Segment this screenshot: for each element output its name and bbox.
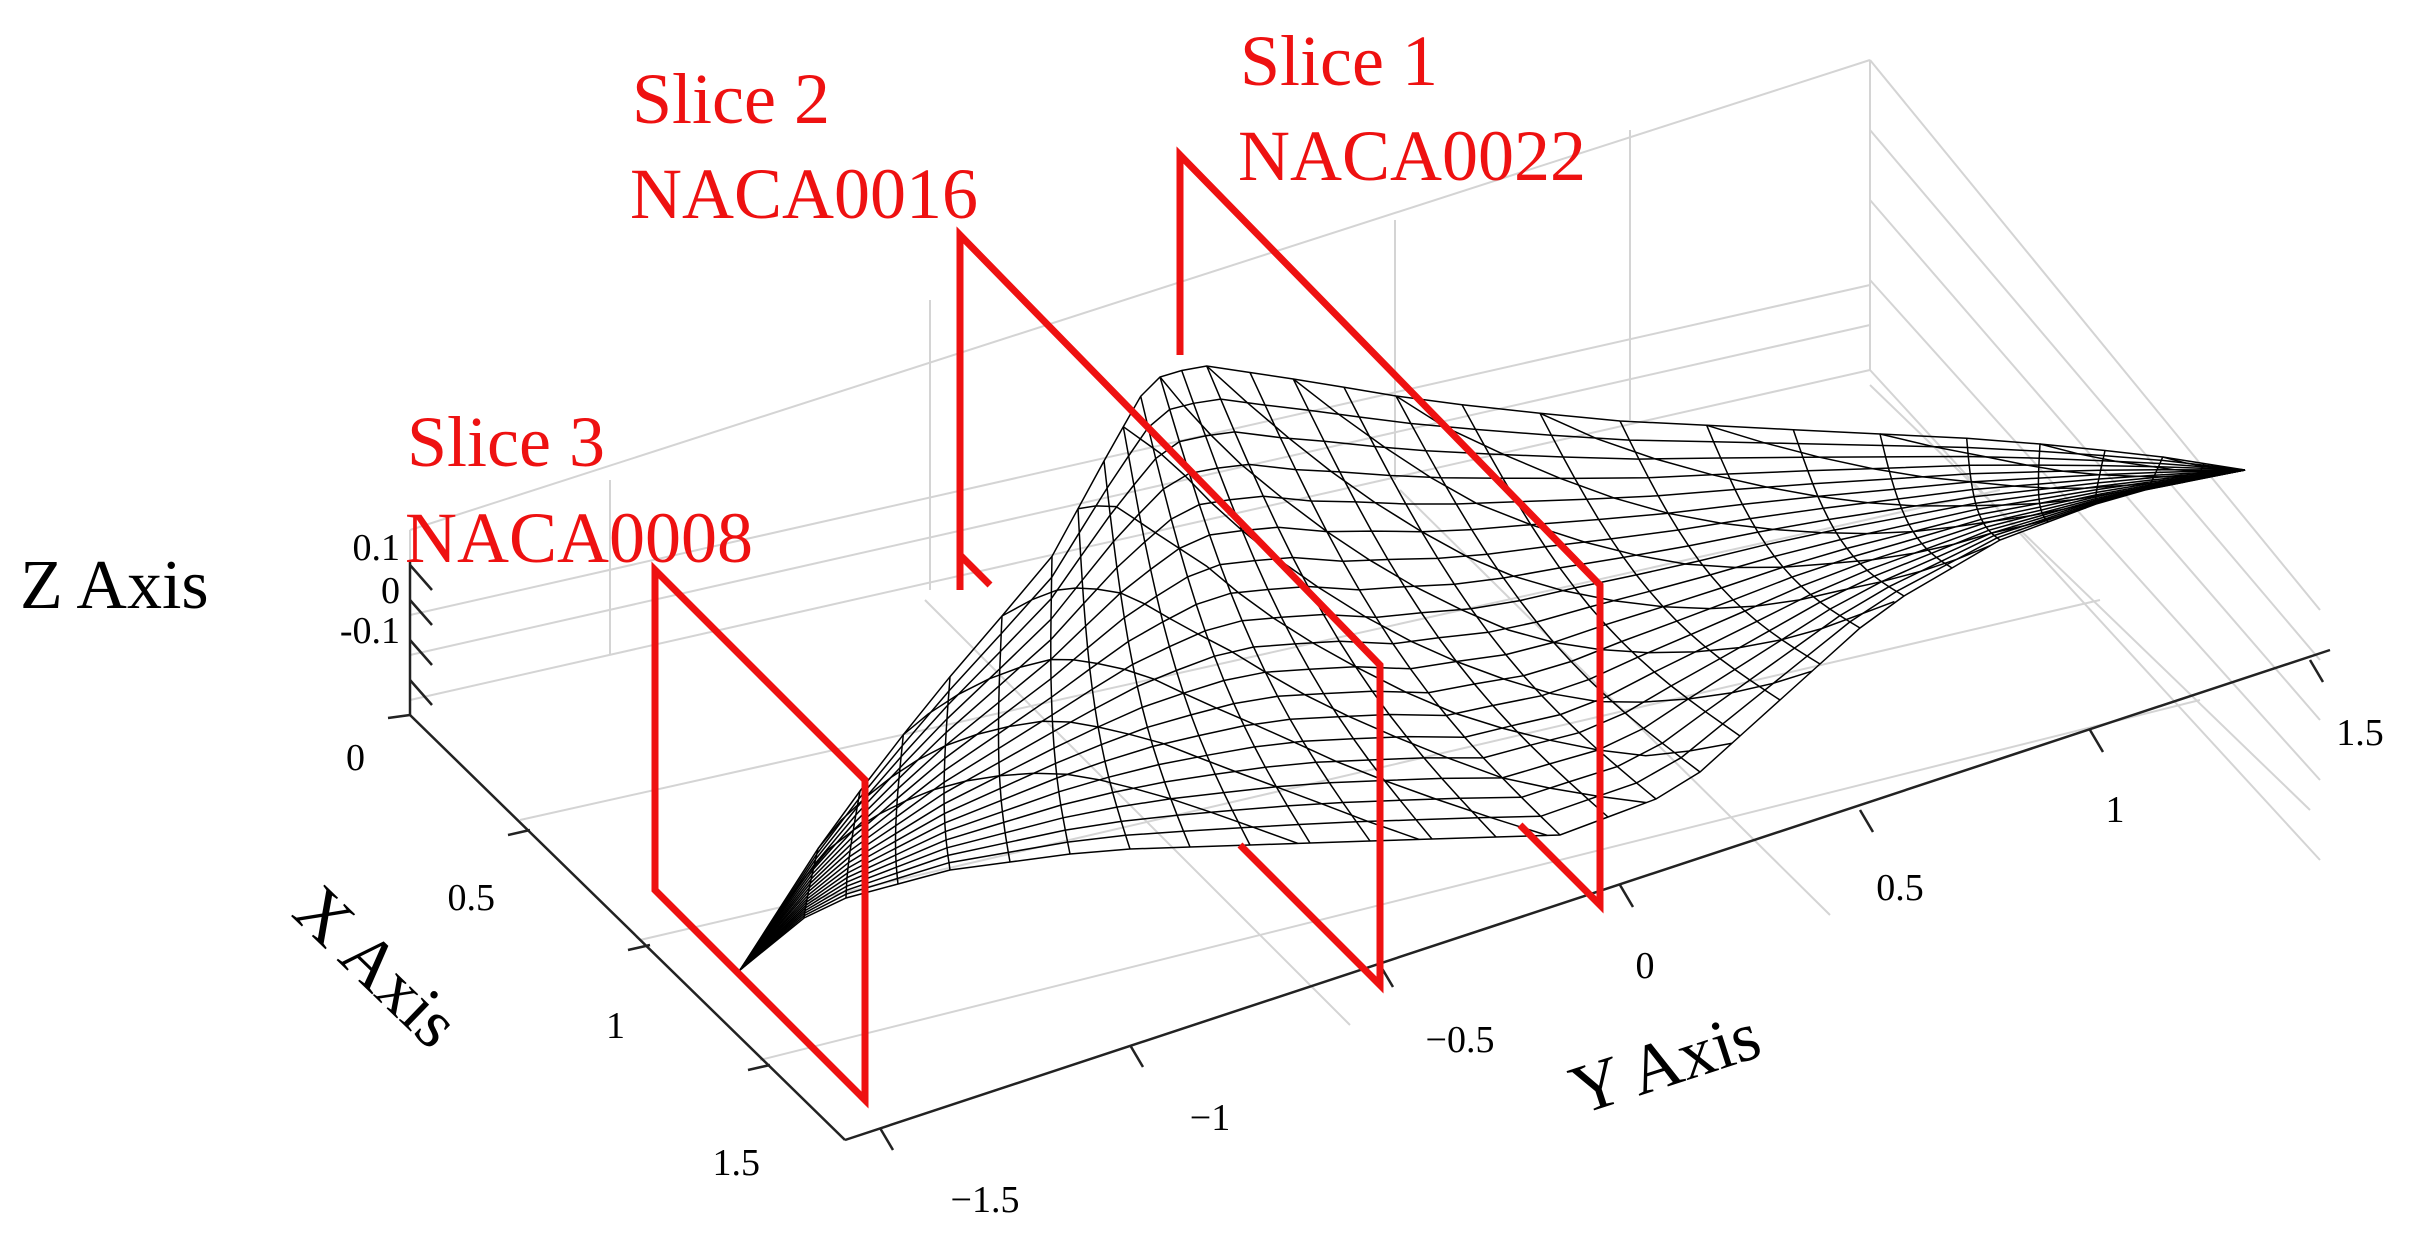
mesh-line — [803, 848, 819, 919]
mesh-line — [943, 676, 951, 871]
slice-2-airfoil: NACA0016 — [630, 154, 978, 234]
y-tick-label: −1 — [1190, 1097, 1230, 1139]
mesh-line — [1159, 376, 1371, 842]
slice-planes — [651, 146, 1604, 1109]
mesh-line — [1395, 395, 2186, 535]
slice-3-title: Slice 3 — [407, 402, 605, 482]
mesh-line — [739, 398, 2246, 971]
mesh-line — [1103, 460, 1191, 848]
mesh-line — [1292, 378, 1609, 818]
axis-lines — [408, 560, 2331, 1142]
mesh-line — [1206, 365, 1991, 610]
slice-3-airfoil: NACA0008 — [405, 498, 753, 578]
mesh-line — [1706, 425, 1861, 629]
slice-3-plane — [651, 561, 869, 1109]
slice-labels: Slice 1 NACA0022 Slice 2 NACA0016 Slice … — [405, 21, 1586, 578]
mesh-line — [894, 734, 905, 885]
z-tick-label: 0.1 — [353, 527, 401, 569]
z-axis-label: Z Axis — [20, 547, 209, 624]
x-axis-label: X Axis — [279, 871, 474, 1063]
mesh-line — [1159, 376, 1895, 654]
slice-2-title: Slice 2 — [632, 59, 830, 139]
mesh-line — [902, 658, 1548, 837]
axis-tick-marks — [387, 564, 2325, 1151]
mesh-line — [771, 909, 780, 945]
slice-2-plane-edge — [957, 552, 993, 588]
y-tick-label: 1 — [2106, 789, 2125, 831]
mesh-line — [1050, 556, 1071, 855]
mesh-line — [2162, 456, 2246, 471]
x-tick-label: 0.5 — [448, 877, 496, 919]
mesh-line — [1122, 426, 1813, 703]
y-tick-label: 0 — [1636, 945, 1655, 987]
mesh-line — [1249, 372, 1561, 836]
x-tick-label: 1 — [606, 1005, 625, 1047]
z-tick-label: -0.1 — [340, 610, 400, 652]
mesh-line — [739, 365, 2246, 971]
mesh-line — [1879, 433, 1953, 569]
mesh-line — [1395, 395, 1701, 773]
mesh-line — [1206, 365, 1497, 838]
mesh-line — [2039, 443, 2246, 473]
slice-1-plane — [1176, 146, 1604, 914]
y-axis-label: Y Axis — [1561, 997, 1769, 1130]
mesh-line — [1077, 505, 1733, 757]
mesh-line — [739, 463, 2246, 971]
mesh-line — [2037, 443, 2049, 523]
x-tick-label: 0 — [346, 737, 365, 779]
mesh-line — [817, 720, 1420, 850]
mesh-line — [1122, 426, 1251, 846]
z-tick-label: 0 — [381, 570, 400, 612]
mesh-line — [1879, 433, 2246, 478]
tick-labels: 0.1 0 -0.1 0 0.5 1 1.5 −1.5 −1 −0.5 0 0.… — [340, 527, 2384, 1221]
mesh-line — [845, 790, 861, 899]
mesh-line — [1001, 587, 1647, 804]
mesh-line — [997, 615, 1011, 863]
mesh-line — [1539, 412, 1781, 701]
y-tick-label: 1.5 — [2336, 712, 2384, 754]
slice-1-airfoil: NACA0022 — [1238, 116, 1586, 196]
mesh-line — [1292, 378, 2087, 569]
slice-1-title: Slice 1 — [1240, 21, 1438, 101]
y-tick-label: 0.5 — [1876, 867, 1924, 909]
wing-mesh — [739, 365, 2246, 971]
mesh-line — [1077, 508, 1131, 850]
x-tick-label: 1.5 — [713, 1142, 761, 1184]
mesh-line — [739, 772, 1299, 971]
mesh-line — [1539, 412, 2246, 507]
slice-2-plane — [956, 226, 1384, 994]
y-tick-label: −0.5 — [1426, 1019, 1495, 1061]
y-tick-label: −1.5 — [951, 1179, 1020, 1221]
mesh-line — [1706, 424, 2246, 490]
